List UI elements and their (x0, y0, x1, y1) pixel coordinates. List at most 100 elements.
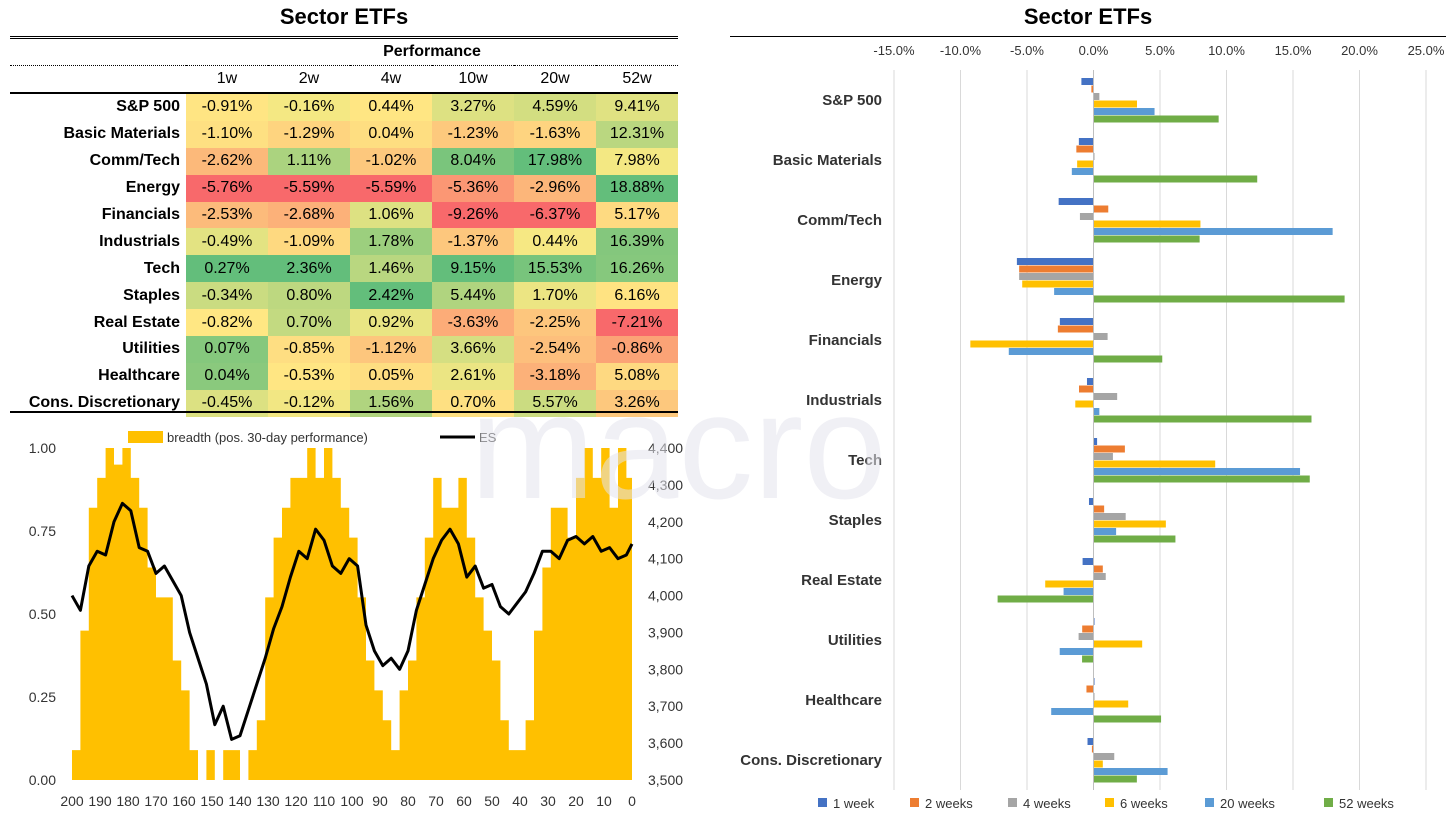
bar-4-weeks (1093, 393, 1118, 400)
table-row: Utilities 0.07% -0.85% -1.12% 3.66% -2.54% -0.… (10, 336, 678, 363)
bar-52-weeks (1093, 355, 1163, 363)
legend-swatch (1205, 798, 1214, 807)
table-cell: -2.54% (514, 336, 596, 363)
table-cell: -5.36% (432, 174, 514, 202)
bar-1-week (1016, 258, 1094, 265)
right-axis-tick: 4,200 (648, 514, 683, 530)
table-cell: 5.17% (596, 201, 678, 229)
table-row: Industrials -0.49% -1.09% 1.78% -1.37% 0.44% 1… (10, 228, 678, 256)
sector-bar-chart: -15.0% -10.0% -5.0% 0.0% 5.0% 10.0% 15.0% 20.0%… (740, 43, 1445, 811)
bar-20-weeks (1093, 768, 1168, 775)
bar-2-weeks (1093, 505, 1105, 513)
bar-6-weeks (1093, 460, 1216, 468)
table-cell: -0.85% (268, 336, 350, 363)
row-label: Energy (125, 179, 180, 197)
bar-6-weeks (1093, 640, 1143, 648)
bar-1-week (1093, 438, 1098, 445)
table-cell: 4.59% (514, 93, 596, 121)
category-label: Energy (831, 272, 883, 289)
category-label: Comm/Tech (797, 212, 882, 229)
column-header-10w: 10w (432, 65, 514, 94)
table-cell: 2.61% (432, 362, 514, 390)
table-row: Healthcare 0.04% -0.53% 0.05% 2.61% -3.18% 5.0… (10, 362, 678, 390)
table-cell: 1.11% (268, 147, 350, 175)
bar-52-weeks (1093, 295, 1345, 303)
bar-4-weeks (1019, 273, 1094, 280)
column-header-2w: 2w (268, 65, 350, 94)
category-label: Financials (809, 332, 882, 349)
table-cell: -5.59% (268, 174, 350, 202)
legend-label: 4 weeks (1023, 796, 1071, 811)
category-label: Basic Materials (773, 152, 882, 169)
bar-20-weeks (1008, 348, 1094, 355)
bar-4-weeks (1093, 573, 1106, 580)
left-axis-tick: 1.00 (29, 440, 56, 456)
table-cell: -1.09% (268, 228, 350, 256)
performance-header-row: Performance (10, 38, 678, 66)
bar-2-weeks (1076, 145, 1094, 153)
bar-52-weeks (1093, 115, 1219, 123)
row-label: Comm/Tech (89, 152, 180, 170)
legend-label: 1 week (833, 796, 875, 811)
category-label: Industrials (806, 392, 882, 409)
bar-1-week (1081, 78, 1094, 85)
bar-20-weeks (1093, 528, 1117, 535)
legend-breadth-swatch (128, 431, 163, 443)
table-cell: 1.70% (514, 282, 596, 310)
table-cell: -5.59% (350, 174, 432, 202)
bar-4-weeks (1093, 753, 1115, 760)
table-cell: -1.37% (432, 228, 514, 256)
category-label: S&P 500 (822, 92, 882, 109)
x-axis-tick: 0.0% (1079, 43, 1109, 58)
table-cell: 16.39% (596, 228, 678, 256)
table-cell: 5.44% (432, 282, 514, 310)
right-axis-tick: 4,400 (648, 440, 683, 456)
x-axis-tick: 200 (60, 793, 84, 809)
table-cell: -2.68% (268, 201, 350, 229)
x-axis-tick: -15.0% (873, 43, 915, 58)
bar-chart-title: Sector ETFs (1023, 4, 1153, 29)
legend-swatch (818, 798, 827, 807)
x-axis-tick: 160 (172, 793, 196, 809)
x-axis-tick: 0 (628, 793, 636, 809)
bar-title-rule (730, 36, 1446, 37)
x-axis-tick: -5.0% (1010, 43, 1044, 58)
x-axis-tick: 50 (484, 793, 500, 809)
table-cell: -7.21% (596, 309, 678, 337)
table-cell: -1.12% (350, 336, 432, 363)
table-cell: 0.07% (186, 336, 268, 363)
left-axis-tick: 0.50 (29, 606, 56, 622)
row-label: Industrials (99, 232, 180, 250)
bar-20-weeks (1093, 468, 1301, 475)
table-cell: -9.26% (432, 201, 514, 229)
row-label: Staples (123, 286, 180, 304)
row-label: Real Estate (93, 313, 180, 331)
left-axis-tick: 0.25 (29, 689, 56, 705)
column-header-row: 1w 2w 4w 10w 20w 52w (10, 65, 678, 94)
bar-4-weeks (1093, 453, 1113, 460)
table-cell: -2.25% (514, 309, 596, 337)
table-cell: 0.44% (350, 93, 432, 121)
x-axis-tick: 150 (200, 793, 224, 809)
bar-20-weeks (1054, 288, 1094, 295)
row-label: Basic Materials (63, 125, 180, 143)
row-label: Utilities (122, 340, 180, 358)
row-label: Tech (143, 259, 180, 277)
bar-52-weeks (1093, 775, 1137, 783)
category-label: Utilities (828, 632, 882, 649)
table-cell: 17.98% (514, 147, 596, 175)
bar-2-weeks (1091, 745, 1094, 753)
category-label: Staples (829, 512, 882, 529)
bar-4-weeks (1093, 513, 1126, 520)
bar-2-weeks (1086, 685, 1094, 693)
bar-20-weeks (1059, 648, 1094, 655)
bar-2-weeks (1091, 85, 1094, 93)
table-row: Financials -2.53% -2.68% 1.06% -9.26% -6.37% 5… (10, 201, 678, 229)
bar-20-weeks (1071, 168, 1094, 175)
legend-swatch (1105, 798, 1114, 807)
table-row: Comm/Tech -2.62% 1.11% -1.02% 8.04% 17.98% 7.9… (10, 147, 678, 175)
table-cell: -2.62% (186, 147, 268, 175)
x-axis-tick: 130 (256, 793, 280, 809)
table-cell: 0.80% (268, 282, 350, 310)
bar-52-weeks (1093, 415, 1312, 423)
